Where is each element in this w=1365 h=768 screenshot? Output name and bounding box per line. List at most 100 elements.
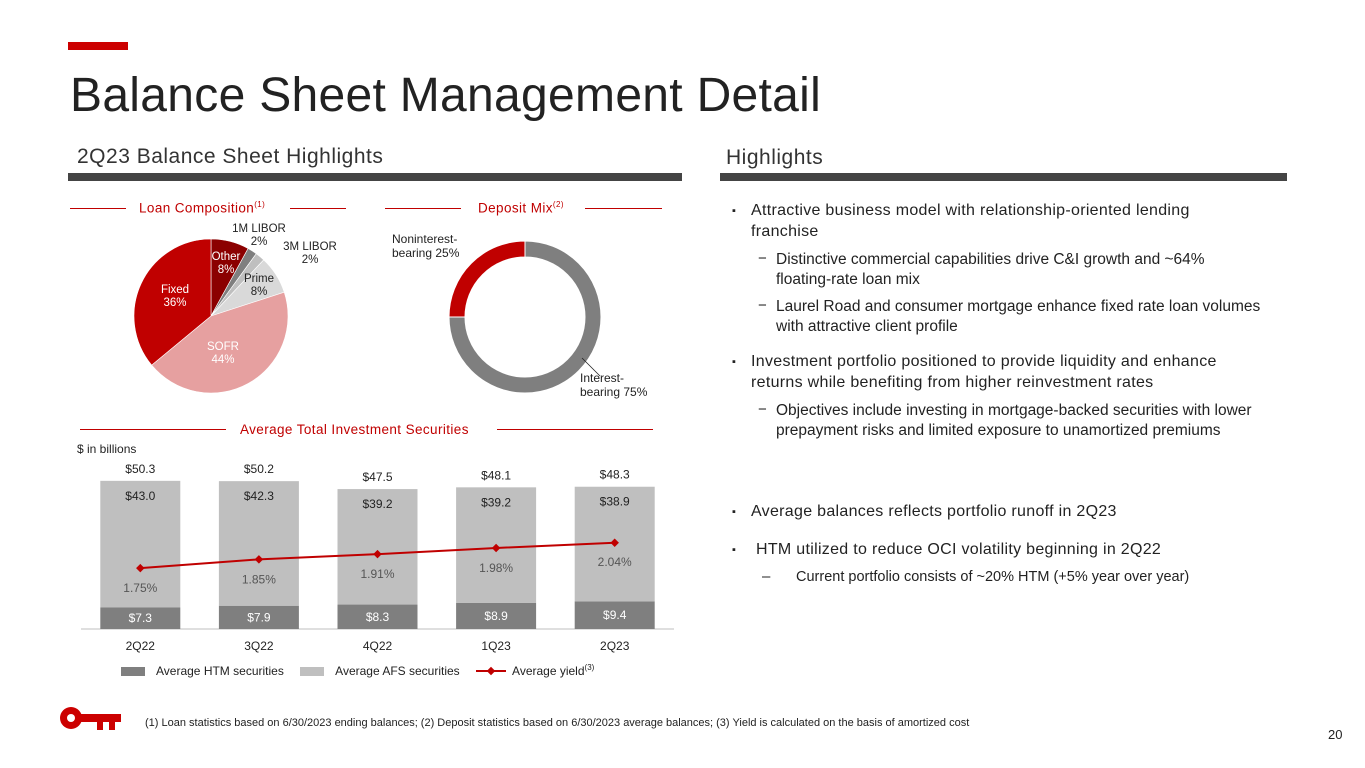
x-tick-label: 3Q22: [244, 639, 274, 653]
highlight-text: Investment portfolio positioned to provi…: [751, 353, 1217, 391]
invest-header-line-left: [80, 429, 226, 430]
bar-total-label: $47.5: [362, 470, 392, 484]
bar-afs-label: $43.0: [125, 489, 155, 503]
bar-htm-4Q22: [337, 604, 418, 629]
loan-slice-sofr: [151, 291, 289, 394]
yield-label: 1.91%: [360, 567, 394, 581]
legend: Average HTM securities Average AFS secur…: [121, 663, 594, 679]
page-title: Balance Sheet Management Detail: [70, 69, 822, 122]
yield-point: [610, 538, 619, 547]
bar-htm-2Q23: [574, 601, 655, 629]
highlight-subtext: Current portfolio consists of ~20% HTM (…: [796, 568, 1190, 585]
bar-total-label: $50.3: [125, 462, 155, 476]
bar-afs-label: $39.2: [362, 497, 392, 511]
bar-htm-label: $8.9: [484, 609, 508, 623]
bar-htm-1Q23: [456, 602, 537, 629]
bar-afs-2Q22: [100, 480, 181, 608]
legend-afs-label: Average AFS securities: [335, 664, 460, 678]
highlight-subtext: Distinctive commercial capabilities driv…: [776, 250, 1205, 288]
deposit-slice-0: [448, 240, 602, 394]
highlight-subtext: Objectives include investing in mortgage…: [776, 401, 1252, 439]
bar-htm-2Q22: [100, 607, 181, 629]
yield-label: 1.98%: [479, 561, 513, 575]
sub-bullet-marker: −: [758, 400, 767, 418]
bar-htm-label: $9.4: [603, 608, 627, 622]
yield-label: 1.85%: [242, 572, 276, 586]
bar-afs-3Q22: [218, 481, 299, 606]
investment-bar-chart: $7.3 $43.0 $50.3 2Q22 1.75% $7.9 $42.3 $50.2 3Q2…: [81, 462, 674, 653]
deposit-label-noninterest: Noninterest-bearing 25%: [392, 232, 460, 260]
bar-afs-label: $39.2: [481, 495, 511, 509]
deposit-header-line-right: [585, 208, 662, 209]
footnote: (1) Loan statistics based on 6/30/2023 e…: [145, 717, 970, 729]
key-logo-icon: [60, 707, 121, 730]
legend-yield-swatch: [476, 666, 507, 675]
loan-pie-chart: Other 8% 1M LIBOR 2% 3M LIBOR 2% Prime 8% SOFR 44…: [133, 223, 337, 394]
right-section-rule: [720, 173, 1287, 181]
yield-point: [254, 555, 264, 564]
highlight-item: ▪ Investment portfolio positioned to prov…: [732, 352, 1262, 441]
sub-bullet-marker: −: [758, 249, 767, 267]
bullet-marker: ▪: [732, 506, 736, 518]
deposit-leader-line: [581, 357, 601, 377]
bar-afs-label: $38.9: [600, 495, 630, 509]
deposit-slice-1: [448, 240, 526, 318]
bar-afs-label: $42.3: [244, 489, 274, 503]
loan-slice-label: SOFR 44%: [207, 341, 239, 366]
legend-afs-swatch: [300, 666, 325, 676]
bar-htm-label: $7.9: [247, 610, 271, 624]
loan-slice-label: Other 8%: [212, 251, 241, 276]
left-section-rule: [68, 173, 682, 181]
right-section-title: Highlights: [726, 146, 824, 169]
bar-total-label: $48.3: [600, 468, 630, 482]
loan-slice-label: Fixed 36%: [161, 284, 189, 309]
legend-htm-label: Average HTM securities: [156, 664, 284, 678]
highlight-item: ▪ Attractive business model with relation…: [732, 201, 1262, 337]
bar-htm-label: $8.3: [366, 610, 390, 624]
legend-afs: Average AFS securities: [300, 664, 460, 678]
loan-header-line-left: [70, 208, 126, 209]
accent-bar: [68, 42, 128, 50]
x-tick-label: 4Q22: [363, 639, 393, 653]
yield-label: 1.75%: [123, 581, 157, 595]
bar-total-label: $50.2: [244, 462, 274, 476]
legend-htm-swatch: [121, 666, 145, 676]
bar-total-label: $48.1: [481, 468, 511, 482]
loan-slice-label: Prime 8%: [244, 273, 274, 298]
page-number: 20: [1328, 727, 1343, 742]
highlight-text: HTM utilized to reduce OCI volatility be…: [756, 541, 1162, 558]
legend-htm: Average HTM securities: [121, 664, 284, 678]
left-section-title: 2Q23 Balance Sheet Highlights: [77, 145, 384, 168]
loan-slice-fixed: [133, 238, 212, 366]
yield-point: [373, 549, 382, 559]
highlight-item: ▪ Average balances reflects portfolio run…: [732, 502, 1262, 523]
bullet-marker: ▪: [732, 544, 736, 556]
sub-bullet-marker: −: [758, 296, 767, 314]
loan-slice-label: 3M LIBOR 2%: [283, 241, 337, 266]
x-tick-label: 1Q23: [481, 639, 511, 653]
loan-chart-title: Loan Composition(1): [139, 200, 266, 216]
yield-point: [491, 543, 501, 553]
loan-header-line-right: [290, 208, 346, 209]
legend-yield: Average yield(3): [476, 663, 594, 678]
deposit-chart-title: Deposit Mix(2): [478, 200, 564, 216]
sub-bullet-marker: –: [762, 567, 771, 585]
highlight-text: Average balances reflects portfolio runo…: [751, 503, 1117, 520]
highlight-text: Attractive business model with relations…: [751, 202, 1190, 240]
x-tick-label: 2Q22: [126, 639, 156, 653]
bullet-marker: ▪: [732, 205, 736, 217]
bar-htm-label: $7.3: [129, 611, 153, 625]
deposit-label-interest: Interest-bearing 75%: [580, 371, 648, 399]
loan-slice-label: 1M LIBOR 2%: [232, 223, 286, 248]
unit-note: $ in billions: [77, 442, 137, 456]
bar-afs-4Q22: [337, 489, 418, 605]
x-tick-label: 2Q23: [600, 639, 630, 653]
deposit-header-line-left: [385, 208, 461, 209]
deposit-donut-chart: Interest-bearing 75% Noninterest-bearing …: [392, 232, 648, 399]
bullet-marker: ▪: [732, 356, 736, 368]
yield-label: 2.04%: [598, 555, 632, 569]
invest-chart-title: Average Total Investment Securities: [240, 422, 469, 437]
invest-header-line-right: [497, 429, 653, 430]
highlight-item: ▪ HTM utilized to reduce OCI volatility b…: [732, 540, 1262, 587]
